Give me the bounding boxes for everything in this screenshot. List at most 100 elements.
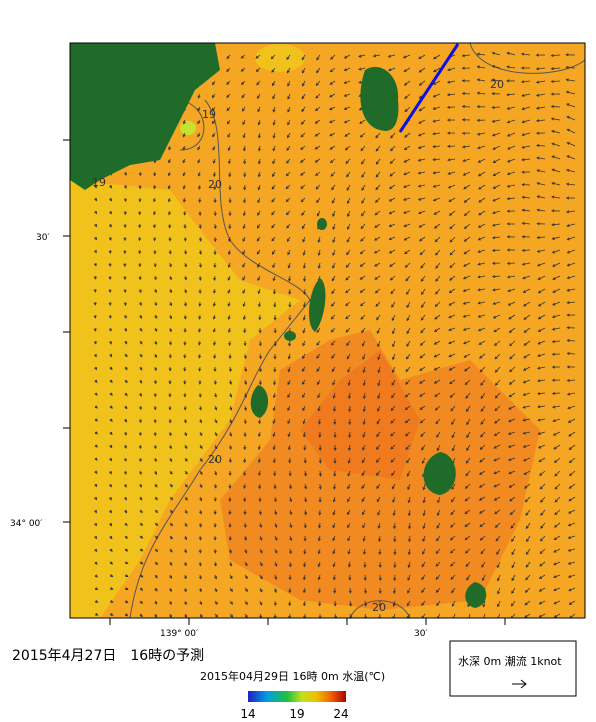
current-arrow xyxy=(258,340,262,347)
current-arrow xyxy=(109,197,112,202)
current-arrow xyxy=(333,444,337,451)
current-arrow xyxy=(123,262,127,268)
current-arrow xyxy=(521,132,531,137)
current-arrow xyxy=(390,405,396,411)
current-arrow xyxy=(377,509,381,516)
current-arrow xyxy=(407,535,412,543)
current-arrow xyxy=(480,392,486,400)
current-arrow xyxy=(510,600,516,607)
current-arrow xyxy=(257,132,261,139)
current-arrow xyxy=(522,405,531,409)
current-arrow xyxy=(539,470,546,476)
current-arrow xyxy=(109,444,113,449)
current-arrow xyxy=(437,496,441,504)
current-arrow xyxy=(406,314,411,322)
current-arrow xyxy=(289,509,293,516)
current-arrow xyxy=(477,145,486,150)
current-arrow xyxy=(361,483,366,490)
current-arrow xyxy=(522,418,531,422)
current-arrow xyxy=(418,80,426,86)
current-arrow xyxy=(287,132,291,139)
current-arrow xyxy=(183,197,187,203)
current-arrow xyxy=(511,548,516,556)
current-arrow xyxy=(348,431,352,439)
current-arrow xyxy=(361,184,366,191)
current-arrow xyxy=(300,197,306,203)
current-arrow xyxy=(243,483,247,490)
current-arrow xyxy=(479,535,486,541)
current-arrow xyxy=(492,145,501,150)
current-arrow xyxy=(432,106,441,111)
current-arrow xyxy=(361,327,366,334)
current-arrow xyxy=(511,561,516,569)
current-arrow xyxy=(286,236,291,243)
current-arrow xyxy=(358,54,366,58)
current-arrow xyxy=(214,470,218,476)
current-arrow xyxy=(258,483,262,490)
current-arrow xyxy=(417,171,426,175)
current-arrow xyxy=(391,470,396,477)
current-arrow xyxy=(508,314,516,320)
current-arrow xyxy=(199,483,203,489)
current-arrow xyxy=(315,80,321,87)
current-arrow xyxy=(169,587,172,593)
current-arrow xyxy=(332,535,336,542)
current-arrow xyxy=(405,431,411,437)
current-arrow xyxy=(272,418,276,425)
current-arrow xyxy=(271,249,276,255)
current-arrow xyxy=(506,119,516,124)
current-arrow xyxy=(93,301,97,306)
current-arrow xyxy=(433,340,441,345)
current-arrow xyxy=(375,158,381,165)
current-arrow xyxy=(302,405,306,412)
island xyxy=(250,385,269,418)
current-arrow xyxy=(493,457,501,462)
current-arrow xyxy=(506,209,516,213)
current-arrow xyxy=(464,379,471,386)
current-arrow xyxy=(94,535,97,540)
current-arrow xyxy=(550,53,561,58)
current-arrow xyxy=(551,352,561,356)
current-arrow xyxy=(566,236,576,241)
current-arrow xyxy=(374,210,381,216)
current-arrow xyxy=(523,327,531,333)
current-arrow xyxy=(449,275,456,281)
current-arrow xyxy=(330,54,336,60)
current-arrow xyxy=(539,548,546,555)
current-arrow xyxy=(464,509,471,515)
current-arrow xyxy=(405,275,411,282)
current-arrow xyxy=(318,522,322,529)
current-arrow xyxy=(212,314,216,320)
current-arrow xyxy=(301,223,306,230)
current-arrow xyxy=(242,223,246,230)
current-arrow xyxy=(551,391,561,396)
current-arrow xyxy=(273,483,277,490)
current-arrow xyxy=(243,431,247,438)
current-arrow xyxy=(212,158,216,164)
axis-ticks xyxy=(63,139,506,625)
current-arrow xyxy=(418,67,426,73)
current-arrow xyxy=(393,522,397,530)
current-arrow xyxy=(167,197,171,203)
current-arrow xyxy=(329,119,336,124)
current-arrow xyxy=(465,392,471,399)
current-arrow xyxy=(272,132,276,139)
current-arrow xyxy=(139,327,143,332)
current-arrow xyxy=(463,340,471,345)
current-arrow xyxy=(317,587,321,594)
current-arrow xyxy=(404,106,411,113)
current-arrow xyxy=(479,457,486,463)
current-arrow xyxy=(169,535,173,540)
current-arrow xyxy=(403,184,411,188)
current-arrow xyxy=(138,210,142,216)
current-arrow xyxy=(478,483,486,488)
current-arrow xyxy=(318,431,322,438)
current-arrow xyxy=(407,574,411,581)
current-arrow xyxy=(522,392,531,396)
current-arrow xyxy=(506,235,516,239)
current-arrow xyxy=(198,249,202,255)
current-arrow xyxy=(347,210,351,218)
current-arrow xyxy=(522,379,531,384)
